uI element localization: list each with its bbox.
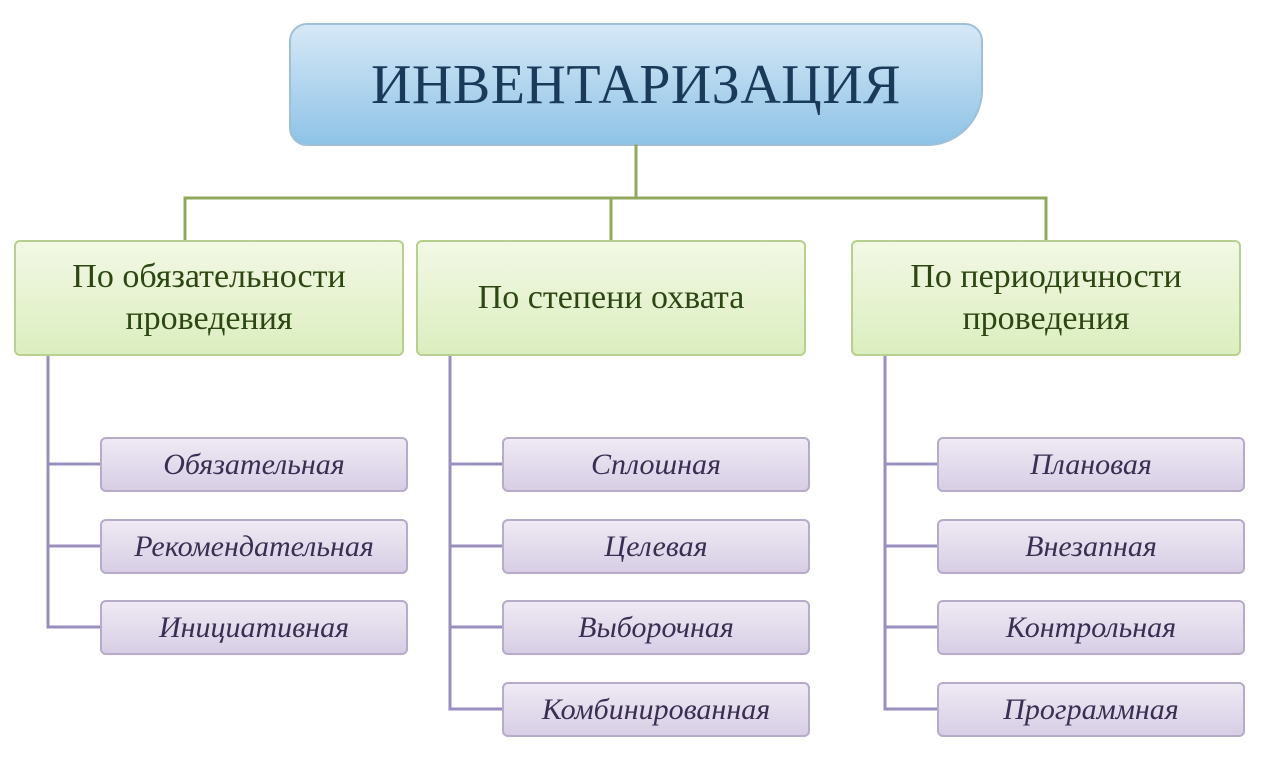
leaf-box-2-0: Плановая — [937, 437, 1245, 492]
category-label: По периодичности проведения — [863, 256, 1229, 341]
leaf-box-1-3: Комбинированная — [502, 682, 810, 737]
leaf-label: Внезапная — [1025, 530, 1157, 564]
leaf-box-2-1: Внезапная — [937, 519, 1245, 574]
category-box-2: По периодичности проведения — [851, 240, 1241, 356]
leaf-label: Обязательная — [163, 448, 344, 482]
leaf-box-2-2: Контрольная — [937, 600, 1245, 655]
leaf-label: Сплошная — [591, 448, 721, 482]
leaf-label: Инициативная — [159, 611, 349, 645]
leaf-box-0-0: Обязательная — [100, 437, 408, 492]
leaf-label: Комбинированная — [542, 693, 770, 727]
category-label: По обязательности проведения — [26, 256, 392, 341]
category-box-0: По обязательности проведения — [14, 240, 404, 356]
leaf-label: Контрольная — [1006, 611, 1176, 645]
root-label: ИНВЕНТАРИЗАЦИЯ — [371, 53, 901, 117]
leaf-label: Программная — [1003, 693, 1179, 727]
leaf-box-1-1: Целевая — [502, 519, 810, 574]
leaf-box-0-1: Рекомендательная — [100, 519, 408, 574]
category-box-1: По степени охвата — [416, 240, 806, 356]
leaf-label: Выборочная — [578, 611, 734, 645]
leaf-box-1-0: Сплошная — [502, 437, 810, 492]
leaf-box-0-2: Инициативная — [100, 600, 408, 655]
leaf-box-1-2: Выборочная — [502, 600, 810, 655]
leaf-label: Рекомендательная — [134, 530, 374, 564]
leaf-label: Плановая — [1030, 448, 1152, 482]
leaf-box-2-3: Программная — [937, 682, 1245, 737]
leaf-label: Целевая — [604, 530, 707, 564]
category-label: По степени охвата — [478, 277, 745, 320]
root-node: ИНВЕНТАРИЗАЦИЯ — [289, 23, 983, 146]
